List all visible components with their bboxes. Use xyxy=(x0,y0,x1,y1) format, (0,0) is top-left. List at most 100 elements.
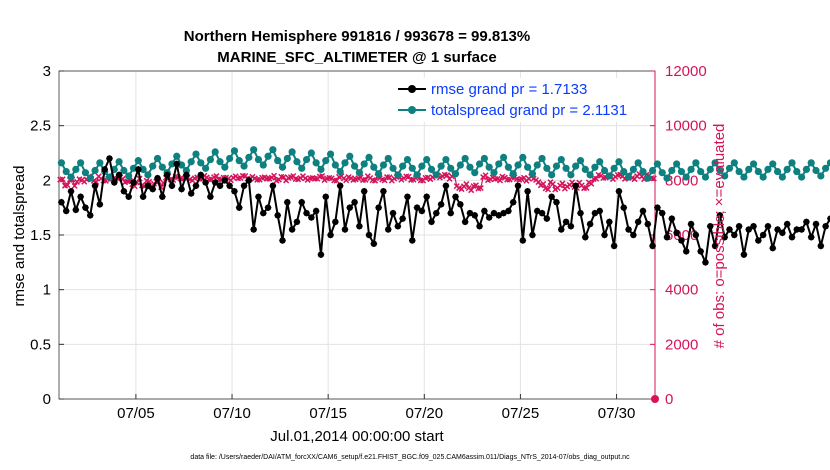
obs-marker xyxy=(362,176,369,183)
totalspread-marker xyxy=(480,154,488,163)
totalspread-marker xyxy=(644,174,652,182)
rmse-marker xyxy=(596,207,604,215)
totalspread-marker xyxy=(754,167,762,176)
rmse-marker xyxy=(62,207,70,215)
totalspread-marker xyxy=(533,161,541,169)
rmse-marker xyxy=(769,244,777,252)
y-right-tick-label: 10000 xyxy=(665,118,707,135)
rmse-marker xyxy=(307,214,315,221)
obs-marker xyxy=(59,176,66,183)
totalspread-marker xyxy=(370,163,378,171)
totalspread-marker xyxy=(274,157,282,165)
totalspread-marker xyxy=(168,160,176,168)
rmse-marker xyxy=(168,182,176,190)
rmse-marker xyxy=(447,209,455,217)
totalspread-marker xyxy=(514,161,522,169)
totalspread-marker xyxy=(802,165,811,173)
rmse-marker xyxy=(207,193,214,201)
rmse-marker xyxy=(365,231,373,239)
obs-marker xyxy=(71,182,78,189)
totalspread-marker xyxy=(379,161,388,169)
totalspread-marker xyxy=(677,167,686,176)
y-left-tick-label: 1 xyxy=(43,282,51,299)
rmse-marker xyxy=(134,166,142,173)
rmse-marker xyxy=(283,198,291,206)
obs-marker xyxy=(540,180,547,187)
totalspread-marker xyxy=(283,154,291,163)
rmse-marker xyxy=(783,220,791,228)
rmse-marker xyxy=(293,218,301,226)
totalspread-marker xyxy=(125,172,133,180)
totalspread-marker xyxy=(504,163,513,171)
rmse-marker xyxy=(654,204,661,212)
totalspread-marker xyxy=(269,146,277,154)
rmse-marker xyxy=(697,248,705,255)
rmse-marker xyxy=(86,211,94,219)
totalspread-marker xyxy=(605,172,613,180)
totalspread-marker xyxy=(716,166,724,175)
totalspread-marker xyxy=(620,167,628,176)
series-totalspread xyxy=(57,146,830,182)
x-axis-ticks: 07/05 07/10 07/15 07/20 07/25 07/30 xyxy=(117,394,635,422)
obs-marker xyxy=(371,177,379,184)
totalspread-marker xyxy=(77,159,85,167)
rmse-marker xyxy=(356,222,363,230)
totalspread-marker xyxy=(576,157,585,165)
x-tick-label: 07/15 xyxy=(309,405,347,422)
totalspread-marker xyxy=(773,167,782,176)
totalspread-marker xyxy=(759,173,767,181)
totalspread-marker xyxy=(293,158,301,166)
totalspread-marker xyxy=(355,169,364,177)
rmse-marker xyxy=(485,214,493,221)
rmse-marker xyxy=(322,193,330,201)
totalspread-marker xyxy=(226,154,234,163)
totalspread-marker xyxy=(201,164,210,172)
totalspread-marker xyxy=(81,169,90,177)
totalspread-marker xyxy=(668,166,676,175)
totalspread-marker xyxy=(730,159,738,167)
totalspread-marker xyxy=(336,167,344,176)
totalspread-marker xyxy=(326,150,335,158)
totalspread-marker xyxy=(466,163,474,171)
rmse-marker xyxy=(615,187,623,195)
rmse-marker xyxy=(67,187,75,195)
legend: rmse grand pr = 1.7133 totalspread grand… xyxy=(393,78,647,122)
totalspread-marker xyxy=(461,154,469,163)
totalspread-marker xyxy=(187,158,195,166)
rmse-marker xyxy=(173,160,181,168)
totalspread-marker xyxy=(399,162,407,170)
rmse-marker xyxy=(255,193,262,201)
totalspread-marker xyxy=(682,173,690,181)
totalspread-marker xyxy=(624,173,633,181)
totalspread-marker xyxy=(471,169,479,177)
rmse-marker xyxy=(730,231,738,239)
rmse-marker xyxy=(192,182,200,190)
series-rmse xyxy=(58,155,830,267)
rmse-marker xyxy=(360,187,368,195)
totalspread-marker xyxy=(427,165,436,173)
totalspread-marker xyxy=(485,163,493,171)
rmse-marker xyxy=(711,242,719,250)
rmse-marker xyxy=(740,251,748,259)
rmse-marker xyxy=(524,187,532,195)
totalspread-marker xyxy=(721,172,729,180)
totalspread-marker xyxy=(764,165,772,173)
totalspread-marker xyxy=(240,162,248,170)
rmse-marker xyxy=(529,231,536,239)
totalspread-marker xyxy=(495,160,503,168)
y-right-tick-label: 8000 xyxy=(665,172,698,189)
x-tick-label: 07/30 xyxy=(598,405,636,422)
rmse-marker xyxy=(211,179,219,186)
rmse-marker xyxy=(115,171,123,179)
rmse-marker xyxy=(58,198,65,206)
rmse-marker xyxy=(649,242,656,250)
rmse-marker xyxy=(764,222,772,230)
totalspread-marker xyxy=(807,159,815,167)
totalspread-marker xyxy=(67,173,75,181)
totalspread-marker xyxy=(432,171,440,179)
rmse-marker xyxy=(110,179,118,186)
legend-box xyxy=(393,78,647,122)
obs-marker xyxy=(64,182,71,189)
totalspread-marker xyxy=(173,152,181,160)
